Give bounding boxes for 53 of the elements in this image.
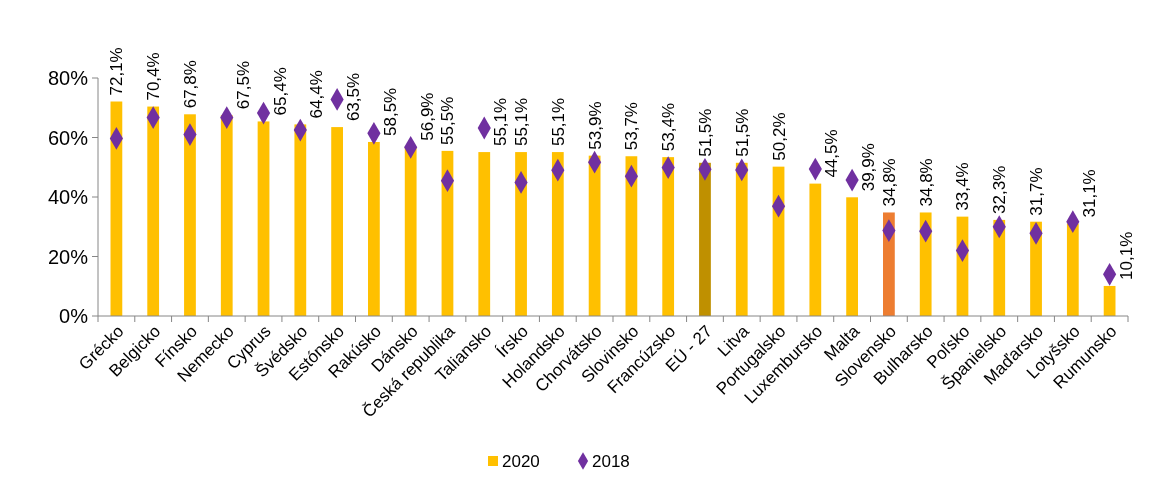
y-tick-label: 60% <box>47 126 89 149</box>
data-label: 55,5% <box>438 96 458 145</box>
y-tick-label: 40% <box>47 186 89 208</box>
bar <box>1103 285 1116 316</box>
y-tick-label: 80% <box>47 67 89 89</box>
data-label: 70,4% <box>144 52 164 101</box>
bar <box>699 162 711 316</box>
data-label: 34,8% <box>879 158 899 207</box>
bar <box>662 157 675 316</box>
data-label: 32,3% <box>990 165 1010 214</box>
data-label: 44,5% <box>822 129 842 178</box>
y-tick-label: 20% <box>47 245 89 268</box>
bar <box>404 146 417 316</box>
data-label: 55,1% <box>548 97 568 147</box>
bar <box>294 124 307 316</box>
bar <box>368 141 380 316</box>
bar <box>846 197 858 316</box>
data-label: 55,1% <box>512 97 532 147</box>
data-label: 51,5% <box>695 108 715 157</box>
data-label: 63,5% <box>344 72 364 122</box>
y-tick-label: 0% <box>59 305 89 327</box>
bar <box>515 152 527 316</box>
data-label: 55,1% <box>491 97 511 147</box>
bar <box>220 115 233 316</box>
bar <box>1066 223 1079 316</box>
data-label: 31,1% <box>1079 169 1099 218</box>
legend-label: 2020 <box>502 451 540 471</box>
bar <box>184 114 196 316</box>
data-label: 51,5% <box>732 108 752 157</box>
data-label: 53,4% <box>659 102 679 152</box>
data-label: 65,4% <box>270 67 290 116</box>
bar <box>331 127 343 316</box>
data-label: 10,1% <box>1116 231 1136 280</box>
data-label: 67,8% <box>180 60 200 109</box>
data-label: 39,9% <box>859 143 879 192</box>
data-label: 31,7% <box>1027 167 1047 216</box>
data-label: 50,2% <box>769 112 789 161</box>
data-label: 53,7% <box>622 102 642 151</box>
bar <box>147 106 160 316</box>
bar <box>551 152 564 316</box>
bar <box>478 152 491 316</box>
data-label: 72,1% <box>107 47 127 96</box>
data-label: 53,9% <box>585 101 605 150</box>
legend-label: 2018 <box>592 451 630 471</box>
bar <box>735 162 748 316</box>
data-label: 56,9% <box>417 92 437 141</box>
data-label: 64,4% <box>307 70 327 119</box>
data-label: 33,4% <box>953 162 973 211</box>
bar <box>809 183 822 316</box>
data-label: 34,8% <box>916 158 936 207</box>
data-label: 58,5% <box>380 87 400 136</box>
bar <box>257 121 270 316</box>
data-label: 67,5% <box>233 60 253 110</box>
